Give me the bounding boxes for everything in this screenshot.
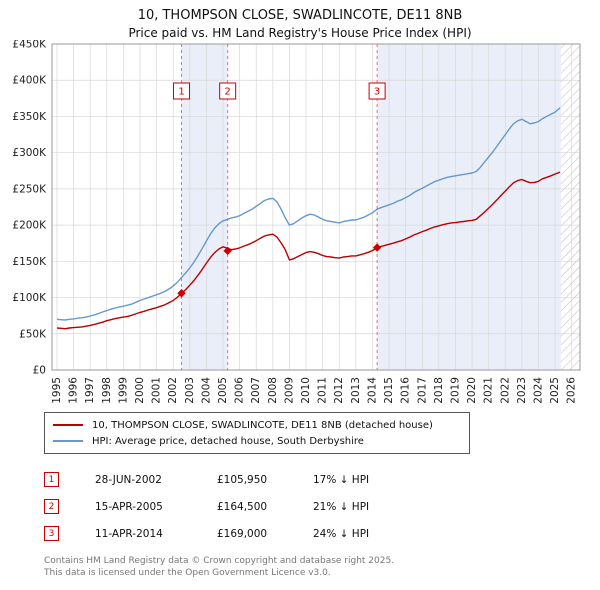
transaction-vs-hpi: 24% ↓ HPI — [313, 527, 370, 540]
transaction-number-badge: 2 — [44, 499, 59, 514]
sale-number-label: 3 — [374, 87, 380, 98]
transaction-date: 28-JUN-2002 — [95, 473, 162, 486]
y-axis-tick-label: £250K — [12, 183, 47, 195]
transaction-number-badge: 3 — [44, 526, 59, 541]
transactions-table: 1 28-JUN-2002 £105,950 17% ↓ HPI 2 15-AP… — [44, 466, 600, 547]
legend-label-property: 10, THOMPSON CLOSE, SWADLINCOTE, DE11 8N… — [92, 419, 433, 431]
transaction-price: £169,000 — [217, 527, 268, 540]
y-axis-tick-label: £0 — [33, 365, 46, 377]
x-axis-tick-label: 2020 — [466, 377, 478, 404]
transaction-row: 2 15-APR-2005 £164,500 21% ↓ HPI — [44, 493, 600, 520]
x-axis-tick-label: 2022 — [499, 377, 511, 404]
x-axis-tick-label: 2017 — [416, 377, 428, 404]
y-axis-tick-label: £150K — [12, 256, 47, 268]
x-axis-tick-label: 2010 — [300, 377, 312, 404]
transaction-number-badge: 1 — [44, 472, 59, 487]
future-hatch-region — [560, 44, 580, 370]
chart-legend: 10, THOMPSON CLOSE, SWADLINCOTE, DE11 8N… — [44, 412, 470, 454]
x-axis-tick-label: 1997 — [84, 377, 96, 404]
x-axis-tick-label: 2019 — [449, 377, 461, 404]
x-axis-tick-label: 2026 — [566, 377, 578, 404]
transaction-price: £105,950 — [217, 473, 268, 486]
x-axis-tick-label: 1998 — [101, 377, 113, 404]
legend-item-property: 10, THOMPSON CLOSE, SWADLINCOTE, DE11 8N… — [53, 417, 461, 433]
chart-titles: 10, THOMPSON CLOSE, SWADLINCOTE, DE11 8N… — [0, 0, 600, 40]
sale-number-label: 1 — [178, 87, 184, 98]
transaction-row: 1 28-JUN-2002 £105,950 17% ↓ HPI — [44, 466, 600, 493]
x-axis-tick-label: 2015 — [383, 377, 395, 404]
y-axis-tick-label: £100K — [12, 292, 47, 304]
copyright-footer: Contains HM Land Registry data © Crown c… — [44, 555, 600, 579]
y-axis-tick-label: £400K — [12, 75, 47, 87]
legend-item-hpi: HPI: Average price, detached house, Sout… — [53, 433, 461, 449]
legend-label-hpi: HPI: Average price, detached house, Sout… — [92, 435, 364, 447]
sale-point-marker — [223, 246, 232, 256]
y-axis-tick-label: £350K — [12, 111, 47, 123]
x-axis-tick-label: 2014 — [366, 377, 378, 404]
sale-number-box — [173, 82, 191, 100]
y-axis-tick-label: £50K — [19, 328, 47, 340]
transaction-vs-hpi: 21% ↓ HPI — [313, 500, 370, 513]
x-axis-tick-label: 1999 — [117, 377, 129, 404]
hpi-line — [56, 107, 561, 321]
sale-point-marker — [177, 289, 186, 298]
x-axis-tick-label: 2016 — [400, 377, 412, 404]
x-axis-tick-label: 2004 — [200, 377, 212, 404]
page-subtitle: Price paid vs. HM Land Registry's House … — [128, 26, 472, 40]
page-title: 10, THOMPSON CLOSE, SWADLINCOTE, DE11 8N… — [137, 8, 463, 23]
transaction-date: 11-APR-2014 — [95, 527, 163, 540]
sale-number-box — [368, 82, 386, 100]
y-axis-tick-label: £300K — [12, 147, 47, 159]
x-axis-tick-label: 2007 — [250, 377, 262, 404]
x-axis-tick-label: 2000 — [134, 377, 146, 404]
x-axis-tick-label: 2025 — [549, 377, 561, 404]
x-axis-tick-label: 2013 — [350, 377, 362, 404]
x-axis-tick-label: 2009 — [283, 377, 295, 404]
y-axis-tick-label: £450K — [12, 40, 47, 51]
x-axis-tick-label: 2012 — [333, 377, 345, 404]
x-axis-tick-label: 2005 — [217, 377, 229, 404]
x-axis-tick-label: 2003 — [184, 377, 196, 404]
sale-point-marker — [372, 243, 382, 252]
x-axis-tick-label: 1996 — [68, 377, 80, 404]
x-axis-tick-label: 2008 — [267, 377, 279, 404]
property-line-swatch — [53, 424, 83, 426]
sale-number-box — [219, 82, 237, 100]
x-axis-tick-label: 2021 — [483, 377, 495, 404]
x-axis-tick-label: 2023 — [516, 377, 528, 404]
copyright-line-1: Contains HM Land Registry data © Crown c… — [44, 556, 395, 566]
x-axis-tick-label: 2002 — [167, 377, 179, 404]
x-axis-tick-label: 2024 — [532, 377, 544, 404]
transaction-row: 3 11-APR-2014 £169,000 24% ↓ HPI — [44, 520, 600, 547]
ownership-shaded-band — [377, 44, 561, 370]
price-paid-line — [56, 171, 561, 330]
copyright-line-2: This data is licensed under the Open Gov… — [44, 568, 331, 579]
x-axis-tick-label: 2001 — [151, 377, 163, 404]
x-axis-tick-label: 2011 — [317, 377, 329, 404]
sale-number-label: 2 — [224, 87, 230, 98]
x-axis-tick-label: 1995 — [51, 377, 63, 404]
x-axis-tick-label: 2006 — [234, 377, 246, 404]
transaction-vs-hpi: 17% ↓ HPI — [313, 473, 370, 486]
y-axis-tick-label: £200K — [12, 220, 47, 232]
plot-border — [51, 43, 581, 371]
price-chart: 1 2 3 £0 £50K £100K £150K £200K £250K £300K £350K £… — [12, 40, 581, 404]
x-axis-tick-label: 2018 — [433, 377, 445, 404]
transaction-price: £164,500 — [217, 500, 268, 513]
transaction-date: 15-APR-2005 — [95, 500, 163, 513]
hpi-line-swatch — [53, 440, 83, 442]
